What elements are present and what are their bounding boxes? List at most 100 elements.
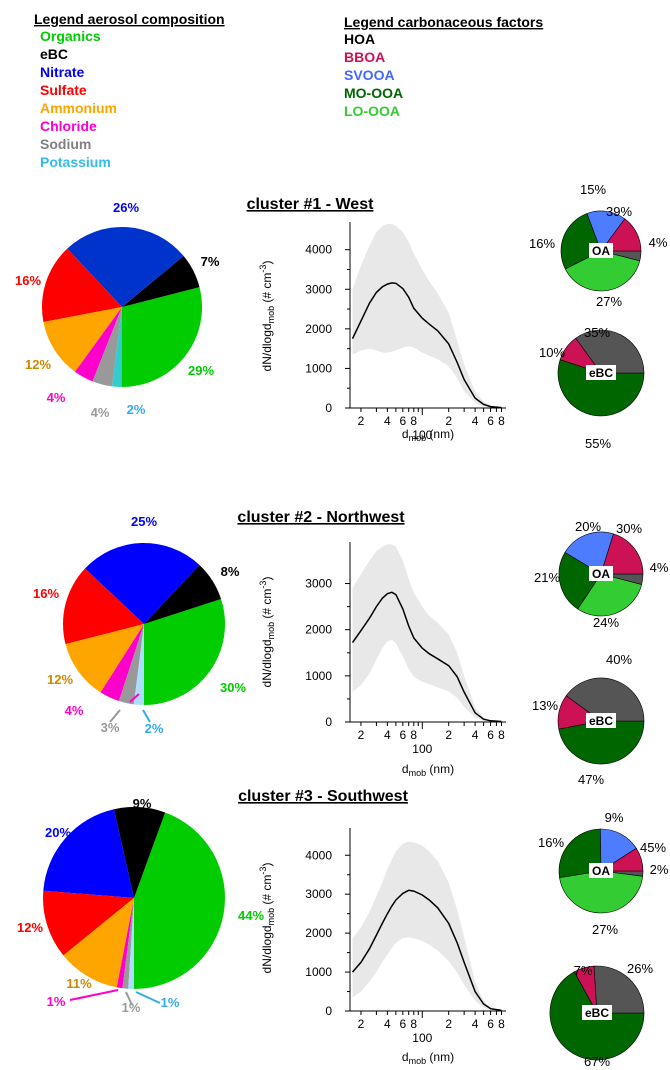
pie-slice-c2-nitrate <box>84 542 200 624</box>
pie-label-c1-nitrate: 26% <box>113 200 139 215</box>
pie-center-label-c2-oa: OA <box>592 567 610 581</box>
x-tick-label-c3-20: 2 <box>358 1017 365 1031</box>
factor-pie-c2-oa: OA 4% 30% 24% 21% 20% <box>534 519 669 630</box>
legend-item-nitrate: Nitrate <box>40 64 85 80</box>
y-tick-label-c3-1000: 1000 <box>305 965 332 979</box>
x-tick-label-c1-40: 4 <box>384 414 391 428</box>
x-tick-label-c2-600: 6 <box>487 728 494 742</box>
pie-label-c1-oa-svooa: 16% <box>529 236 555 251</box>
factor-pie-c2-ebc: eBC 47% 13% 40% <box>532 652 645 787</box>
charts-layer: 29%7%26%16%12%4%4% 2%30%8%25%16%12%4%3% 2%… <box>15 182 669 1069</box>
pie-label-c1-oa-bboa: 15% <box>580 182 606 197</box>
x-tick-label-c2-200: 2 <box>445 728 452 742</box>
pie-label-c2-oa-svooa: 21% <box>534 570 560 585</box>
x-tick-label-c1-100: 100 <box>412 428 432 442</box>
pie-slice-c3-potassium <box>128 898 134 989</box>
pie-label-c3-oa-mo-ooa: 27% <box>592 922 618 937</box>
pie-slice-c2-organics <box>144 598 226 705</box>
x-tick-label-c2-40: 4 <box>384 728 391 742</box>
pie-slice-c3-sodium <box>122 898 134 989</box>
pie-label-c1-organics: 29% <box>188 363 214 378</box>
pie-leader-c3-potassium <box>135 991 161 1004</box>
pie-slice-c1-organics <box>122 287 203 388</box>
pie-slice-c2-sulfate <box>62 568 144 645</box>
pie-slice-c2-ebc <box>144 564 222 624</box>
factor-pie-c3-oa: OA 2% 45% 27% 16% 9% <box>538 810 669 937</box>
x-tick-label-c2-100: 100 <box>412 742 432 756</box>
median-line-c1 <box>351 282 502 409</box>
pie-slice-c2-oa-svooa <box>564 531 614 575</box>
pie-label-c3-sulfate: 12% <box>17 920 43 935</box>
y-tick-label-c3-4000: 4000 <box>305 848 332 862</box>
legend-item-chloride: Chloride <box>40 118 97 134</box>
pie-label-c2-oa-bboa: 20% <box>575 519 601 534</box>
pie-label-c1-potassium: 2% <box>127 402 146 417</box>
legend-item-sodium: Sodium <box>40 136 91 152</box>
pie-label-c2-ebc-bboa: 13% <box>532 698 558 713</box>
y-axis-label-c2: dN/dlogdmob (# cm-3) <box>258 577 276 688</box>
pie-label-c1-oa-mo-ooa: 27% <box>596 294 622 309</box>
pie-label-c1-sulfate: 16% <box>15 273 41 288</box>
pie-slice-c1-ebc <box>122 256 200 307</box>
pie-slice-c2-sodium <box>118 624 144 705</box>
legend-item-organics: Organics <box>40 28 101 44</box>
pie-leader-c2-chloride <box>129 693 140 703</box>
y-tick-label-c2-3000: 3000 <box>305 577 332 591</box>
y-tick-label-c1-2000: 2000 <box>305 322 332 336</box>
cluster-2-title: cluster #2 - Northwest <box>237 509 405 526</box>
y-tick-label-c1-4000: 4000 <box>305 243 332 257</box>
pie-slice-c1-oa-lo-ooa <box>564 250 641 292</box>
pie-leader-c2-potassium <box>142 709 151 723</box>
pie-slice-c2-ebc-mo-ooa <box>558 720 645 765</box>
pie-slice-c1-ebc-hoa <box>575 329 645 374</box>
pie-label-c2-oa-mo-ooa: 24% <box>593 615 619 630</box>
x-axis-label-c1: dmob (nm) <box>402 427 454 443</box>
pie-center-label-c1-oa: OA <box>592 244 610 258</box>
x-axis-label-c3: dmob (nm) <box>402 1050 454 1066</box>
x-tick-label-c3-400: 4 <box>472 1017 479 1031</box>
pie-center-label-c3-oa: OA <box>592 864 610 878</box>
pie-label-c1-ebc-mo-ooa: 55% <box>585 436 611 451</box>
x-tick-label-c1-20: 2 <box>358 414 365 428</box>
legend-carbonaceous-factors: Legend carbonaceous factors HOA BBOA SVO… <box>344 14 543 119</box>
pie-slice-c2-oa-bboa <box>600 533 644 575</box>
legend-item-hoa: HOA <box>344 31 375 47</box>
pie-slice-c2-ammonium <box>65 624 144 693</box>
x-tick-label-c2-400: 4 <box>472 728 479 742</box>
cluster-3-title: cluster #3 - Southwest <box>238 788 408 805</box>
pie-slice-c1-ebc-mo-ooa <box>557 359 645 417</box>
x-tick-label-c3-600: 6 <box>487 1017 494 1031</box>
pie-slice-c2-potassium <box>133 624 144 705</box>
pie-slice-c1-chloride <box>74 307 122 382</box>
legend-factors-title: Legend carbonaceous factors <box>344 14 543 30</box>
pie-slice-c1-sulfate <box>42 248 122 322</box>
pie-label-c2-oa-hoa: 4% <box>650 560 669 575</box>
factor-pie-c1-oa: OA 4% 39% 27% 16% 15% <box>529 182 668 309</box>
pie-slice-c3-oa-lo-ooa <box>559 870 643 914</box>
pie-label-c1-ebc-hoa: 35% <box>584 325 610 340</box>
pie-label-c2-sulfate: 16% <box>33 586 59 601</box>
x-tick-label-c1-600: 6 <box>487 414 494 428</box>
x-tick-label-c2-80: 8 <box>410 728 417 742</box>
factor-pie-c1-ebc: eBC 55% 10% 35% <box>539 325 645 451</box>
composition-pie-c2: 30% 8% 25% 16% 12% 4% 3% 2% <box>33 514 246 736</box>
pie-label-c3-ebc: 9% <box>133 796 152 811</box>
pie-label-c3-nitrate: 20% <box>45 825 71 840</box>
x-tick-label-c1-400: 4 <box>472 414 479 428</box>
pie-center-label-c3-ebc: eBC <box>585 1006 609 1020</box>
pie-label-c3-sodium: 1% <box>122 1000 141 1015</box>
legend-item-sulfate: Sulfate <box>40 82 87 98</box>
pie-label-c1-ebc-bboa: 10% <box>539 345 565 360</box>
pie-label-c2-ebc-mo-ooa: 47% <box>578 772 604 787</box>
pie-leader-c3-chloride <box>69 989 119 1001</box>
pie-center-label-c2-ebc: eBC <box>589 714 613 728</box>
x-tick-label-c1-800: 8 <box>498 414 505 428</box>
pie-center-box-c3-oa <box>589 863 613 878</box>
pie-center-box-c1-oa <box>589 243 613 258</box>
pie-label-c2-nitrate: 25% <box>131 514 157 529</box>
x-tick-label-c3-40: 4 <box>384 1017 391 1031</box>
x-tick-label-c1-200: 2 <box>445 414 452 428</box>
pie-label-c3-organics: 44% <box>238 908 264 923</box>
pie-slice-c2-chloride <box>100 624 144 702</box>
